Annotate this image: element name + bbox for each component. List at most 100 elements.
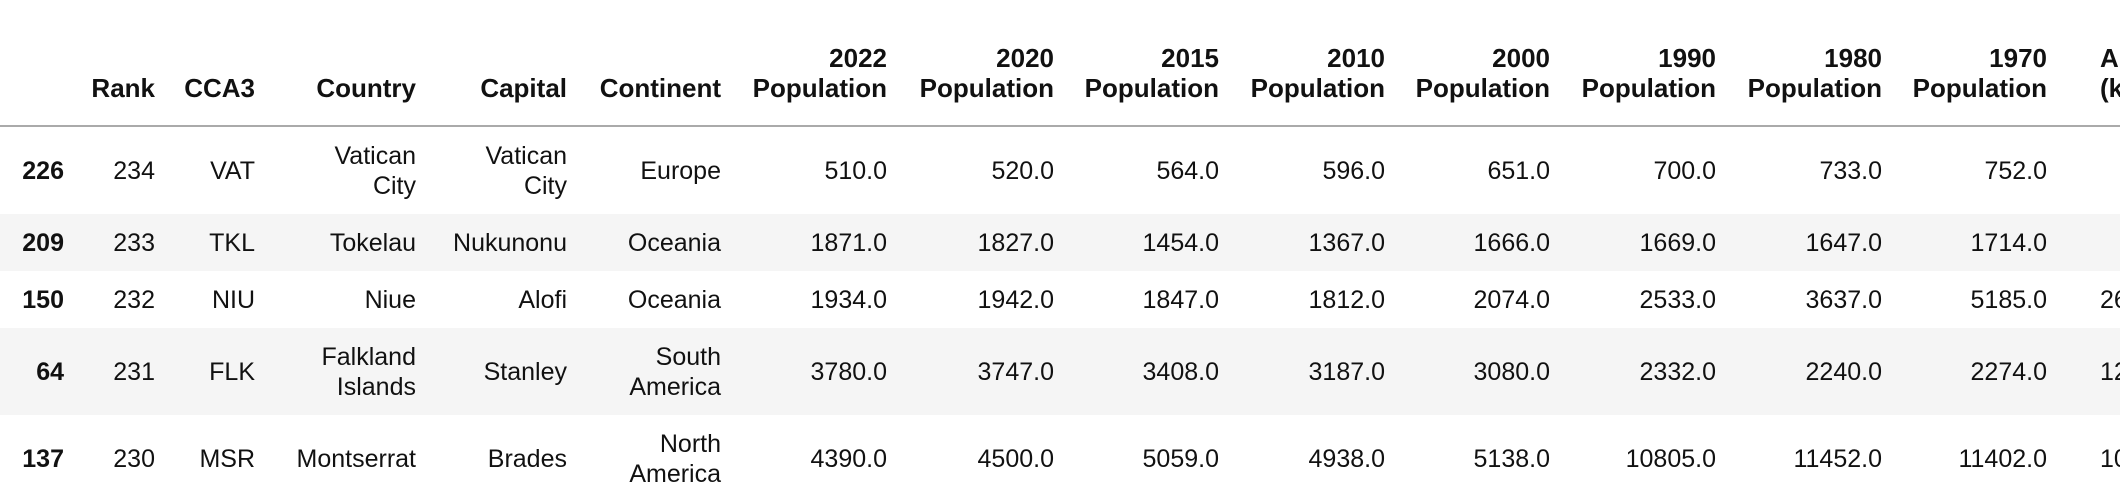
table-cell: 4938.0 — [1308, 444, 1385, 473]
row-index: 137 — [22, 444, 64, 473]
table-cell: 233 — [113, 228, 155, 257]
row-index: 209 — [22, 228, 64, 257]
table-cell: 1871.0 — [810, 228, 887, 257]
table-cell: 1812.0 — [1308, 285, 1385, 314]
column-header: Continent — [575, 0, 729, 127]
table-row: 209 233 TKL Tokelau Nukunonu Oceania 1871.0 182… — [0, 214, 2120, 271]
table-row: 226 234 VAT Vatican City Vatican City Europe 5… — [0, 126, 2120, 214]
table-cell: Montserrat — [296, 444, 416, 473]
table-cell: 5185.0 — [1970, 285, 2047, 314]
table-cell: 1669.0 — [1639, 228, 1716, 257]
table-cell: Alofi — [518, 285, 567, 314]
table-cell: 26 — [2100, 285, 2120, 314]
table-cell: 3780.0 — [810, 357, 887, 386]
table-cell: 234 — [113, 156, 155, 185]
table-cell: 700.0 — [1653, 156, 1716, 185]
table-cell: Stanley — [483, 357, 567, 386]
column-header: CCA3 — [163, 0, 263, 127]
column-header-text: Country — [316, 73, 416, 103]
table-cell: 3637.0 — [1805, 285, 1882, 314]
table-cell: 10805.0 — [1625, 444, 1716, 473]
table-cell: 1942.0 — [977, 285, 1054, 314]
column-header-text: Continent — [599, 73, 721, 103]
table-cell: 232 — [113, 285, 155, 314]
column-header: 1970 Population — [1890, 0, 2055, 127]
column-header: 2020 Population — [895, 0, 1062, 127]
column-header-text: CCA3 — [184, 73, 255, 103]
table-cell: Falkland Islands — [321, 342, 417, 401]
column-header: 2022 Population — [729, 0, 895, 127]
column-header: Rank — [72, 0, 163, 127]
table-cell: 596.0 — [1322, 156, 1385, 185]
table-body: 226 234 VAT Vatican City Vatican City Europe 5… — [0, 126, 2120, 484]
table-cell: NIU — [211, 285, 255, 314]
column-header: 1990 Population — [1558, 0, 1724, 127]
column-header: Capital — [424, 0, 575, 127]
table-cell — [2055, 214, 2120, 271]
column-header-text: 2000 Population — [1415, 43, 1550, 103]
table-cell: 733.0 — [1819, 156, 1882, 185]
header-row: Rank CCA3 Country Capital Continent 2022 Popu… — [0, 0, 2120, 127]
column-header-text: 2010 Population — [1250, 43, 1385, 103]
column-header-text: Rank — [91, 73, 155, 103]
table-cell: 1454.0 — [1142, 228, 1219, 257]
column-header: A (k — [2055, 0, 2120, 127]
column-header: 1980 Population — [1724, 0, 1890, 127]
table-cell: 1827.0 — [977, 228, 1054, 257]
table-cell: 1847.0 — [1142, 285, 1219, 314]
table-cell: 564.0 — [1156, 156, 1219, 185]
table-cell: 1934.0 — [810, 285, 887, 314]
table-cell: 2274.0 — [1970, 357, 2047, 386]
table-cell: 121 — [2100, 357, 2120, 386]
table-cell: North America — [629, 429, 721, 484]
table-cell: 230 — [113, 444, 155, 473]
column-header-text: 2022 Population — [752, 43, 887, 103]
column-header-text: 1970 Population — [1912, 43, 2047, 103]
table-cell: 1647.0 — [1805, 228, 1882, 257]
table-cell: 2074.0 — [1473, 285, 1550, 314]
table-cell: Europe — [640, 156, 721, 185]
table-cell: 11452.0 — [1793, 444, 1882, 473]
table-row: 64 231 FLK Falkland Islands Stanley South Ame… — [0, 328, 2120, 415]
table-cell: 5059.0 — [1142, 444, 1219, 473]
table-cell: 752.0 — [1984, 156, 2047, 185]
column-header: 2000 Population — [1393, 0, 1558, 127]
table-cell: 520.0 — [991, 156, 1054, 185]
table-cell: MSR — [199, 444, 255, 473]
table-cell: 4500.0 — [977, 444, 1054, 473]
column-header-text: A (k — [2100, 43, 2120, 103]
table-cell: Oceania — [627, 228, 721, 257]
table-cell: 1714.0 — [1970, 228, 2047, 257]
table-row: 150 232 NIU Niue Alofi Oceania 1934.0 1942.0 184… — [0, 271, 2120, 328]
column-header: 2015 Population — [1062, 0, 1227, 127]
table-cell: Vatican City — [485, 141, 567, 200]
table-cell: 3080.0 — [1473, 357, 1550, 386]
table-cell: 11402.0 — [1958, 444, 2047, 473]
table-cell: 10 — [2100, 444, 2120, 473]
row-index: 226 — [22, 156, 64, 185]
table-cell: Brades — [487, 444, 567, 473]
table-cell: 3408.0 — [1142, 357, 1219, 386]
column-header-text: 1980 Population — [1747, 43, 1882, 103]
column-header: Country — [263, 0, 424, 127]
column-header-text: 1990 Population — [1581, 43, 1716, 103]
table-cell: 2332.0 — [1639, 357, 1716, 386]
table-cell: 4390.0 — [810, 444, 887, 473]
column-header-text: 2020 Population — [919, 43, 1054, 103]
column-header-text: Capital — [480, 73, 567, 103]
table-cell: 3747.0 — [977, 357, 1054, 386]
column-header: 2010 Population — [1227, 0, 1393, 127]
table-cell: Tokelau — [329, 228, 416, 257]
table-cell: Nukunonu — [453, 228, 567, 257]
table-cell: VAT — [210, 156, 255, 185]
table-cell: FLK — [209, 357, 255, 386]
table-cell: Niue — [364, 285, 416, 314]
table-cell: 1666.0 — [1473, 228, 1550, 257]
table-cell: TKL — [209, 228, 255, 257]
table-cell: Oceania — [627, 285, 721, 314]
table-cell: 2533.0 — [1639, 285, 1716, 314]
row-index: 150 — [22, 285, 64, 314]
table-cell — [2055, 126, 2120, 214]
table-cell: South America — [629, 342, 721, 401]
table-row: 137 230 MSR Montserrat Brades North America 43… — [0, 415, 2120, 484]
